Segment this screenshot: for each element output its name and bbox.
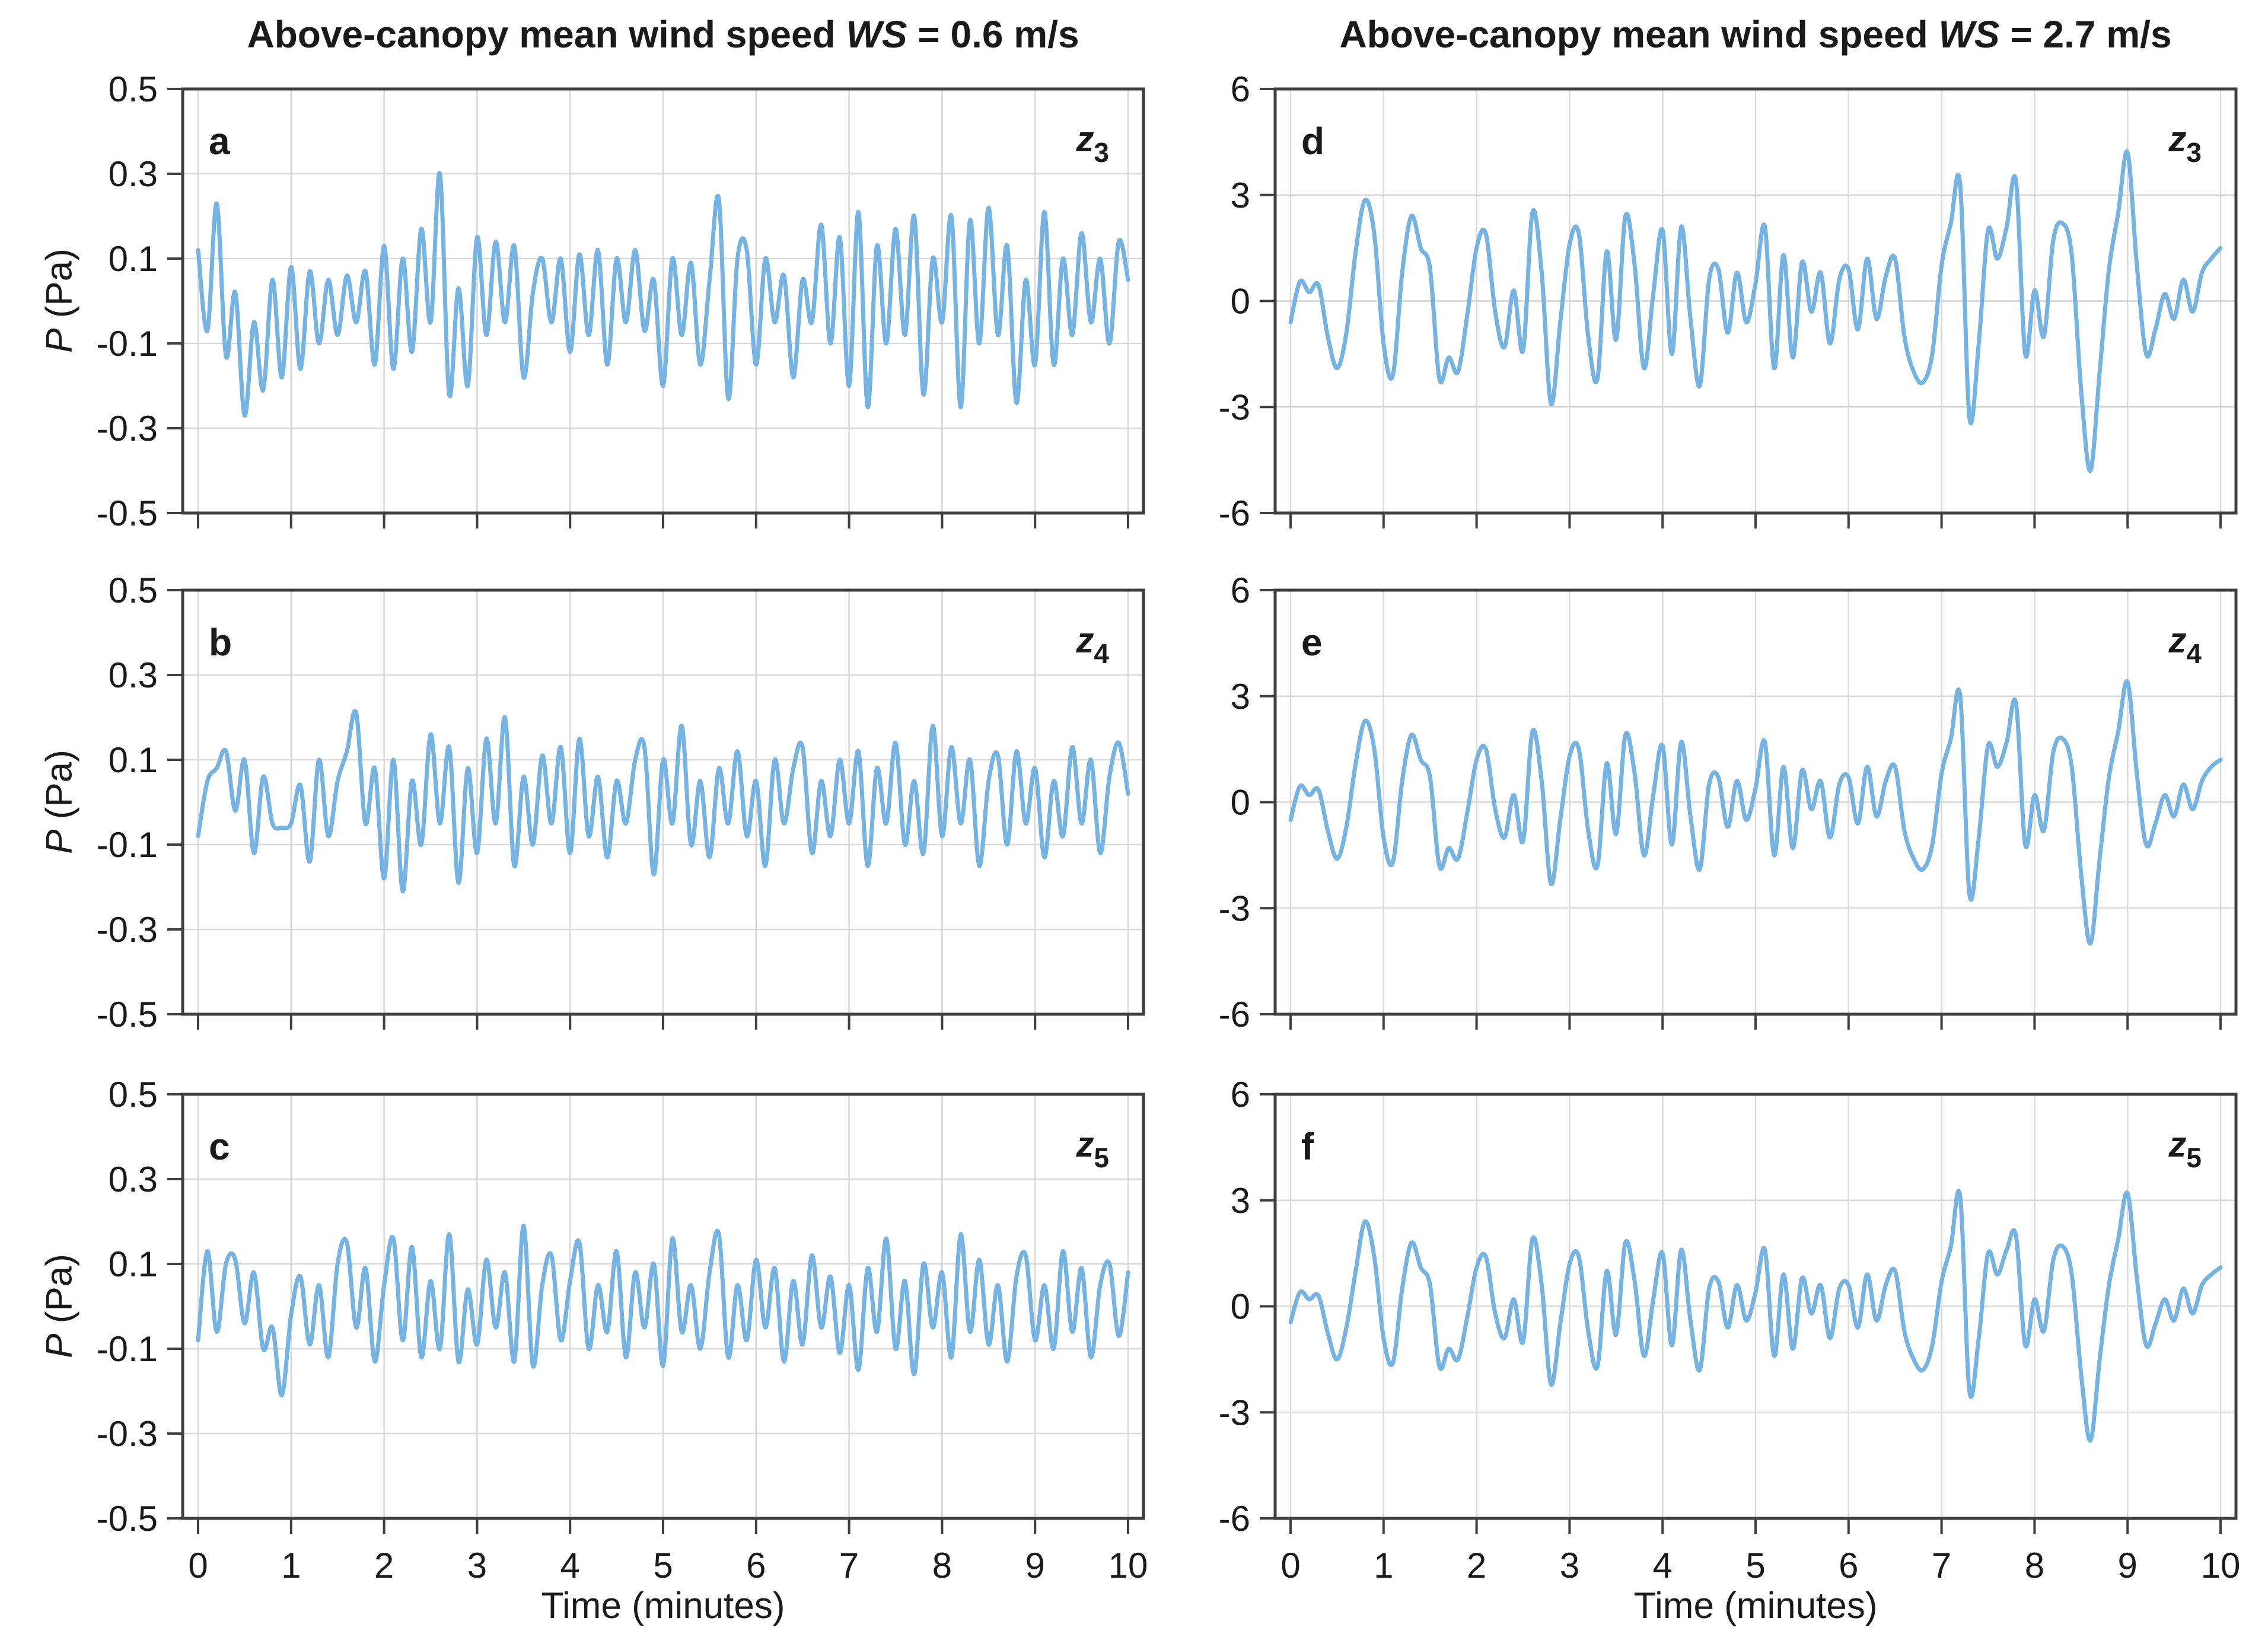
height-label: z4 [1075, 620, 1109, 669]
height-label: z5 [2168, 1125, 2202, 1173]
pressure-symbol: P [39, 328, 80, 353]
y-tick-label: -0.5 [97, 995, 158, 1034]
x-tick-label: 10 [2201, 1546, 2241, 1585]
x-axis-label-left: Time (minutes) [541, 1585, 785, 1626]
title-right-suffix: = 2.7 m/s [1999, 13, 2172, 56]
title-left-suffix: = 0.6 m/s [907, 13, 1079, 56]
y-tick-label: 0.5 [109, 1075, 158, 1114]
x-tick-label: 1 [1374, 1546, 1393, 1585]
panel-letter: f [1301, 1125, 1314, 1168]
panel-letter: b [209, 621, 232, 664]
y-tick-label: -3 [1219, 1393, 1250, 1432]
x-tick-label: 5 [1745, 1546, 1765, 1585]
y-tick-label: -0.5 [97, 1499, 158, 1539]
x-tick-label: 10 [1108, 1546, 1148, 1585]
y-tick-label: -0.3 [97, 910, 158, 950]
x-tick-label: 3 [467, 1546, 487, 1585]
y-tick-label: 6 [1231, 1075, 1250, 1114]
x-axis-label-right: Time (minutes) [1633, 1585, 1878, 1626]
title-right-ws-symbol: WS [1938, 13, 2000, 56]
y-tick-label: 0.5 [109, 69, 158, 109]
pressure-unit: (Pa) [39, 249, 80, 329]
pressure-unit: (Pa) [39, 750, 80, 830]
column-title-right: Above-canopy mean wind speed WS = 2.7 m/… [1275, 11, 2236, 58]
y-tick-label: 3 [1231, 176, 1250, 215]
panel-letter: c [209, 1125, 230, 1168]
x-tick-label: 7 [839, 1546, 859, 1585]
panel-a-pressure-timeseries-z3: 0.5 0.3 0.1 -0.1 -0.3 -0.5 a z3 [97, 69, 1145, 533]
pressure-line [196, 171, 1130, 418]
title-left-ws-symbol: WS [846, 13, 907, 56]
column-title-left: Above-canopy mean wind speed WS = 0.6 m/… [183, 11, 1143, 58]
x-tick-label: 8 [2025, 1546, 2044, 1585]
y-axis-label-row2: P (Pa) [39, 750, 81, 854]
height-label: z4 [2168, 620, 2202, 669]
y-tick-label: -3 [1219, 888, 1250, 928]
panel-e-pressure-timeseries-z4: 6 3 0 -3 -6 e z4 [1219, 571, 2238, 1034]
y-tick-label: 0.3 [109, 655, 158, 695]
y-tick-label: 0 [1231, 282, 1250, 321]
y-tick-label: 0.1 [109, 1244, 158, 1284]
x-tick-label: 4 [560, 1546, 580, 1585]
x-tick-label: 8 [932, 1546, 952, 1585]
y-tick-label: 0 [1231, 783, 1250, 823]
panel-letter: a [209, 120, 230, 163]
x-tick-label: 5 [653, 1546, 673, 1585]
x-tick-label: 6 [746, 1546, 766, 1585]
height-label: z3 [1075, 119, 1109, 168]
y-tick-label: 3 [1231, 1181, 1250, 1221]
x-tick-label: 0 [1280, 1546, 1300, 1585]
x-tick-label: 6 [1839, 1546, 1858, 1585]
y-tick-label: -0.3 [97, 1414, 158, 1454]
y-tick-label: -3 [1219, 387, 1250, 427]
panel-f-pressure-timeseries-z5: 6 3 0 -3 -6 0 1 2 3 4 5 6 7 8 9 10 f z5 [1219, 1075, 2241, 1585]
panel-c-pressure-timeseries-z5: 0.5 0.3 0.1 -0.1 -0.3 -0.5 0 1 2 3 4 5 6 7 8 9 10 c z5 [97, 1075, 1148, 1585]
x-tick-label: 0 [188, 1546, 208, 1585]
height-label: z3 [2168, 119, 2202, 168]
panel-letter: d [1301, 120, 1324, 163]
panel-d-pressure-timeseries-z3: 6 3 0 -3 -6 d z3 [1219, 69, 2238, 533]
y-axis-label-row3: P (Pa) [39, 1254, 81, 1358]
y-tick-label: -6 [1219, 995, 1250, 1034]
y-tick-label: 6 [1231, 69, 1250, 109]
y-tick-label: 0.3 [109, 154, 158, 194]
title-right-prefix: Above-canopy mean wind speed [1339, 13, 1939, 56]
x-tick-label: 4 [1653, 1546, 1673, 1585]
y-tick-label: 3 [1231, 677, 1250, 716]
y-tick-label: -6 [1219, 1499, 1250, 1539]
title-left-prefix: Above-canopy mean wind speed [247, 13, 846, 56]
pressure-symbol: P [39, 829, 80, 854]
x-tick-label: 9 [1025, 1546, 1045, 1585]
y-tick-label: 0.1 [109, 740, 158, 780]
y-tick-label: 0.1 [109, 239, 158, 279]
x-tick-label: 2 [1467, 1546, 1486, 1585]
x-tick-label: 7 [1932, 1546, 1951, 1585]
panel-letter: e [1301, 621, 1323, 664]
panel-b-pressure-timeseries-z4: 0.5 0.3 0.1 -0.1 -0.3 -0.5 b z4 [97, 571, 1145, 1034]
x-tick-label: 1 [281, 1546, 301, 1585]
height-label: z5 [1075, 1125, 1109, 1173]
x-tick-label: 3 [1560, 1546, 1579, 1585]
x-tick-label: 2 [374, 1546, 394, 1585]
y-tick-label: 6 [1231, 571, 1250, 610]
y-tick-label: -0.3 [97, 409, 158, 448]
pressure-line [1288, 1189, 2223, 1443]
pressure-line [196, 709, 1130, 894]
y-axis-label-row1: P (Pa) [39, 249, 81, 353]
x-tick-label: 9 [2118, 1546, 2138, 1585]
y-tick-label: -0.1 [97, 1329, 158, 1369]
pressure-line [196, 1224, 1130, 1398]
y-tick-label: 0 [1231, 1287, 1250, 1327]
y-tick-label: -0.1 [97, 825, 158, 865]
y-tick-label: -0.5 [97, 493, 158, 533]
pressure-unit: (Pa) [39, 1254, 80, 1334]
pressure-symbol: P [39, 1333, 80, 1358]
y-tick-label: -6 [1219, 493, 1250, 533]
y-tick-label: -0.1 [97, 324, 158, 364]
pressure-line [1288, 679, 2223, 946]
pressure-line [1288, 149, 2223, 473]
y-tick-label: 0.5 [109, 571, 158, 610]
y-tick-label: 0.3 [109, 1160, 158, 1199]
